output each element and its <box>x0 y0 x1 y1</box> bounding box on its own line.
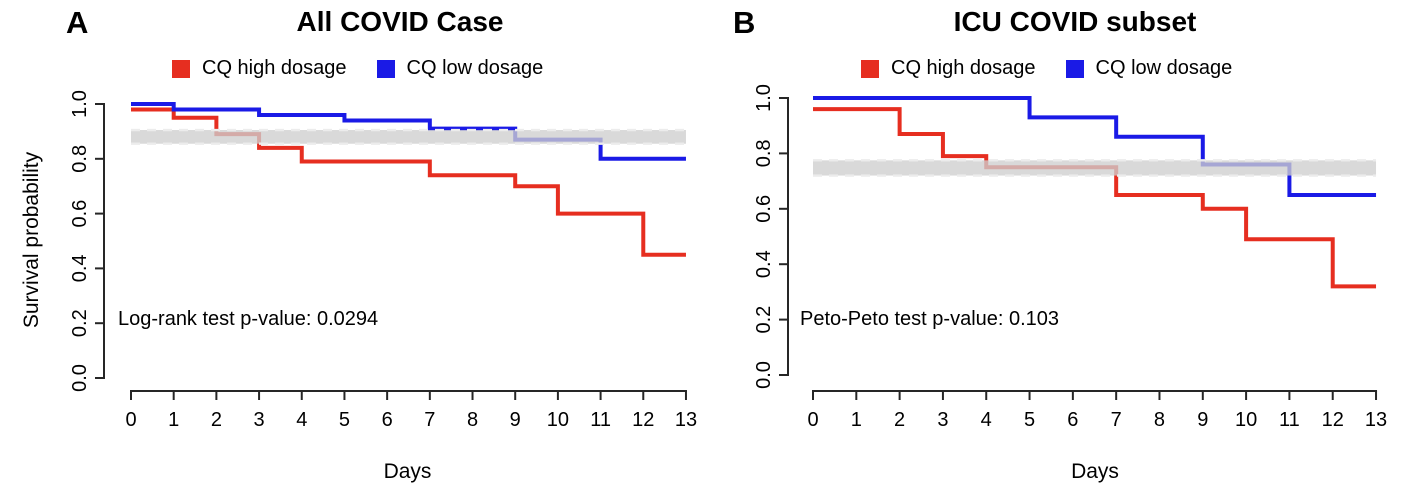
legend-b: CQ high dosage CQ low dosage <box>861 57 1232 80</box>
svg-text:10: 10 <box>1235 409 1257 431</box>
svg-text:0: 0 <box>807 409 818 431</box>
legend-item-low-dosage: CQ low dosage <box>376 57 544 80</box>
legend-label-high-dosage: CQ high dosage <box>202 57 347 79</box>
svg-text:0.2: 0.2 <box>753 306 775 334</box>
svg-text:0.4: 0.4 <box>753 250 775 278</box>
svg-text:6: 6 <box>1067 409 1078 431</box>
svg-text:0.4: 0.4 <box>69 254 91 282</box>
svg-text:1: 1 <box>168 409 179 431</box>
svg-text:7: 7 <box>424 409 435 431</box>
legend-item-high-dosage: CQ high dosage <box>172 57 347 80</box>
svg-text:12: 12 <box>632 409 654 431</box>
panel-title-b: ICU COVID subset <box>953 6 1197 37</box>
legend-label-low-dosage: CQ low dosage <box>406 57 544 79</box>
svg-text:7: 7 <box>1111 409 1122 431</box>
survival-plot-b: 0.00.20.40.60.81.00 1 2 3 4 5 6 7 8 9 10 11 12 13 <box>753 84 1387 431</box>
pvalue-annotation-b: Peto-Peto test p-value: 0.103 <box>800 308 1060 330</box>
survival-plot-a: 0.00.20.40.60.81.00 1 2 3 4 5 6 7 8 9 10 11 12 13 <box>69 90 697 431</box>
svg-text:11: 11 <box>590 409 611 431</box>
panel-letter-b: B <box>733 5 756 40</box>
panel-title-a: All COVID Case <box>296 6 504 37</box>
legend-swatch-high-dosage-icon <box>172 59 190 78</box>
pvalue-annotation-a: Log-rank test p-value: 0.0294 <box>118 308 379 330</box>
svg-text:13: 13 <box>675 409 697 431</box>
legend-swatch-low-dosage-icon <box>1065 59 1084 78</box>
panel-a: 0.0 0.2 0.4 0.6 0.8 1.0 0 1 2 3 4 5 6 7 8 9 10 11 12 13 A A… <box>20 5 697 483</box>
svg-text:0.6: 0.6 <box>69 200 91 228</box>
svg-text:8: 8 <box>467 409 478 431</box>
legend-swatch-low-dosage-icon <box>376 59 395 78</box>
svg-text:10: 10 <box>547 409 569 431</box>
svg-text:1.0: 1.0 <box>69 90 91 118</box>
svg-text:4: 4 <box>981 409 992 431</box>
svg-text:0.0: 0.0 <box>69 364 91 392</box>
svg-text:1: 1 <box>851 409 862 431</box>
legend-label-high-dosage: CQ high dosage <box>891 57 1036 79</box>
svg-text:3: 3 <box>937 409 948 431</box>
svg-text:1.0: 1.0 <box>753 84 775 112</box>
svg-text:0.0: 0.0 <box>753 361 775 389</box>
legend-label-low-dosage: CQ low dosage <box>1095 57 1233 79</box>
x-axis-label-b: Days <box>1071 460 1119 483</box>
svg-text:2: 2 <box>894 409 905 431</box>
panel-b: 0.0 0.2 0.4 0.6 0.8 1.0 0 1 2 3 4 5 6 7 8 9 10 11 12 13 B I… <box>705 0 1410 498</box>
svg-text:2: 2 <box>211 409 222 431</box>
svg-text:5: 5 <box>339 409 350 431</box>
svg-text:0.2: 0.2 <box>69 309 91 337</box>
svg-text:4: 4 <box>296 409 307 431</box>
svg-text:3: 3 <box>254 409 265 431</box>
y-axis-label-a: Survival probability <box>20 151 43 329</box>
legend-item-high-dosage: CQ high dosage <box>861 57 1036 80</box>
svg-text:5: 5 <box>1024 409 1035 431</box>
legend-swatch-high-dosage-icon <box>861 59 879 78</box>
svg-text:11: 11 <box>1279 409 1300 431</box>
svg-text:9: 9 <box>1197 409 1208 431</box>
svg-text:8: 8 <box>1154 409 1165 431</box>
svg-text:12: 12 <box>1322 409 1344 431</box>
legend-a: CQ high dosage CQ low dosage <box>172 57 543 80</box>
x-axis-label-a: Days <box>383 460 432 483</box>
panel-letter-a: A <box>66 5 89 40</box>
svg-text:0: 0 <box>125 409 136 431</box>
svg-text:0.6: 0.6 <box>753 195 775 223</box>
svg-text:6: 6 <box>382 409 393 431</box>
svg-text:9: 9 <box>510 409 521 431</box>
svg-text:13: 13 <box>1365 409 1387 431</box>
svg-text:0.8: 0.8 <box>69 145 91 173</box>
svg-text:0.8: 0.8 <box>753 139 775 167</box>
legend-item-low-dosage: CQ low dosage <box>1065 57 1233 80</box>
